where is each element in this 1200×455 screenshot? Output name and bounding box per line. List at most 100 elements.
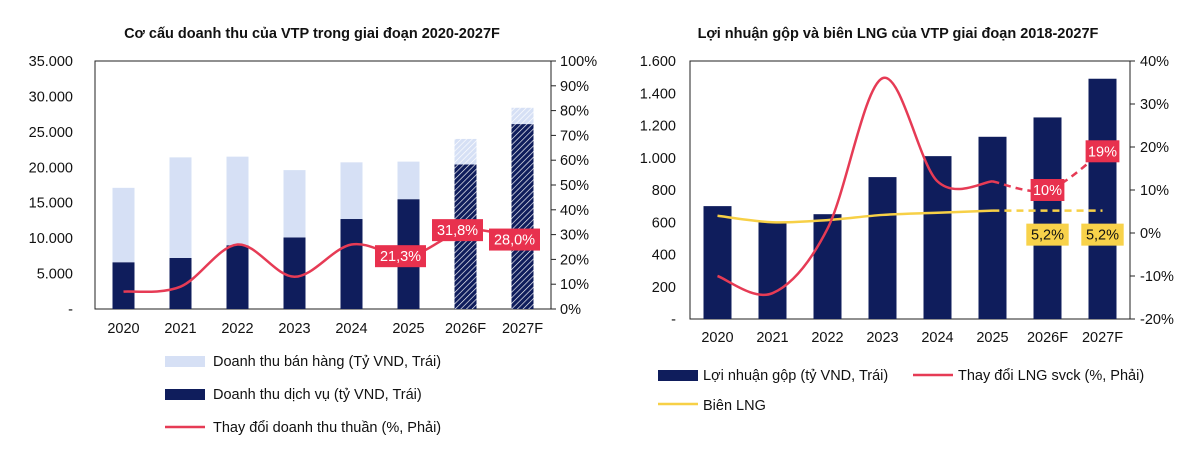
bar-ban-hang-2026F [454, 138, 477, 165]
right-tick-label: 40% [560, 203, 589, 219]
right-tick-label: 30% [560, 228, 589, 244]
data-label-bien-2027F-text: 5,2% [1086, 228, 1119, 244]
bar-loi-nhuan-gop-2022 [813, 214, 842, 319]
right-tick-label: 70% [560, 128, 589, 144]
chart1-right-axis: 0% 10% 20% 30% 40% 50% 60% 70% 80% 90% 100% [551, 54, 597, 318]
legend-label-ban-hang: Doanh thu bán hàng (Tỷ VND, Trái) [213, 354, 441, 370]
x-tick-label: 2022 [221, 321, 253, 337]
chart1-left-axis: - 5.000 10.000 15.000 20.000 25.000 30.000 35.0… [29, 54, 74, 318]
x-tick-label: 2024 [335, 321, 367, 337]
right-tick-label: -20% [1140, 312, 1174, 328]
chart1-legend: Doanh thu bán hàng (Tỷ VND, Trái) Doanh … [165, 354, 441, 436]
left-tick-label: 35.000 [29, 54, 73, 70]
data-label-thay-doi-2027F: 19% [1085, 140, 1120, 163]
chart1-bars [112, 107, 534, 309]
bar-loi-nhuan-gop-2024 [923, 156, 952, 319]
left-tick-label: 1.400 [640, 86, 676, 102]
right-tick-label: 0% [1140, 226, 1161, 242]
data-label-2026F-text: 31,8% [437, 223, 478, 239]
data-label-2026F: 31,8% [432, 219, 483, 242]
right-tick-label: 60% [560, 153, 589, 169]
bar-loi-nhuan-gop-2027F [1088, 78, 1117, 319]
data-label-bien-2026F: 5,2% [1026, 223, 1069, 246]
right-tick-label: 0% [560, 302, 581, 318]
x-tick-label: 2027F [1082, 330, 1123, 346]
chart-revenue-structure: Cơ cấu doanh thu của VTP trong giai đoạn… [29, 26, 598, 436]
data-label-2027F-bg [489, 228, 540, 251]
x-tick-label: 2027F [502, 321, 543, 337]
chart2-right-axis: -20% -10% 0% 10% 20% 30% 40% [1130, 54, 1174, 328]
right-tick-label: 50% [560, 178, 589, 194]
right-tick-label: 90% [560, 79, 589, 95]
left-tick-label: 20.000 [29, 160, 73, 176]
data-label-bien-2026F-text: 5,2% [1031, 228, 1064, 244]
chart2-x-axis: 2020 2021 2022 2023 2024 2025 2026F 2027F [701, 330, 1123, 346]
bar-ban-hang-2024 [340, 162, 363, 220]
left-tick-label: - [671, 312, 676, 328]
bar-dich-vu-2020 [112, 262, 135, 309]
legend-swatch-dich-vu [165, 389, 205, 400]
chart2-title: Lợi nhuận gộp và biên LNG của VTP giai đ… [698, 26, 1099, 42]
data-label-2027F-text: 28,0% [494, 233, 535, 249]
chart1-plot-frame [94, 60, 552, 310]
data-label-thay-doi-2026F: 10% [1030, 179, 1065, 201]
left-tick-label: 10.000 [29, 231, 73, 247]
bar-dich-vu-2023 [283, 237, 306, 309]
bar-ban-hang-2021 [169, 157, 192, 258]
chart2-left-axis: - 200 400 600 800 1.000 1.200 1.400 1.600 [640, 54, 676, 328]
x-tick-label: 2026F [1027, 330, 1068, 346]
legend-label-dich-vu: Doanh thu dịch vụ (tỷ VND, Trái) [213, 387, 422, 403]
legend-swatch-ban-hang [165, 356, 205, 367]
bar-ban-hang-2025 [397, 161, 420, 200]
data-label-bien-2027F-bg [1081, 223, 1124, 246]
chart1-title: Cơ cấu doanh thu của VTP trong giai đoạn… [124, 26, 500, 42]
left-tick-label: 1.600 [640, 54, 676, 70]
x-tick-label: 2020 [107, 321, 139, 337]
data-label-bien-2027F: 5,2% [1081, 223, 1124, 246]
right-tick-label: 10% [1140, 183, 1169, 199]
left-tick-label: 15.000 [29, 196, 73, 212]
x-tick-label: 2025 [392, 321, 424, 337]
left-tick-label: - [68, 302, 73, 318]
x-tick-label: 2022 [811, 330, 843, 346]
left-tick-label: 1.200 [640, 119, 676, 135]
left-tick-label: 30.000 [29, 89, 73, 105]
x-tick-label: 2024 [921, 330, 953, 346]
data-label-2026F-bg [432, 219, 483, 242]
legend-swatch-loi-nhuan-gop [658, 370, 698, 381]
bar-dich-vu-2022 [226, 245, 249, 309]
chart2-bars [703, 78, 1117, 319]
data-label-2025-bg [375, 245, 426, 268]
bar-ban-hang-2022 [226, 156, 249, 246]
left-tick-label: 1.000 [640, 151, 676, 167]
right-tick-label: 80% [560, 104, 589, 120]
x-tick-label: 2026F [445, 321, 486, 337]
right-tick-label: 20% [560, 252, 589, 268]
left-tick-label: 400 [652, 248, 676, 264]
legend-label-loi-nhuan-gop: Lợi nhuận gộp (tỷ VND, Trái) [703, 368, 888, 384]
data-label-bien-2026F-bg [1026, 223, 1069, 246]
data-label-thay-doi-2027F-text: 19% [1088, 144, 1117, 160]
legend-label-thay-doi-lng: Thay đổi LNG svck (%, Phải) [958, 368, 1144, 384]
bar-loi-nhuan-gop-2023 [868, 177, 897, 319]
right-tick-label: 40% [1140, 54, 1169, 70]
bar-loi-nhuan-gop-2026F [1033, 117, 1062, 319]
bar-loi-nhuan-gop-2020 [703, 206, 732, 319]
bar-loi-nhuan-gop-2025 [978, 136, 1007, 319]
left-tick-label: 5.000 [37, 267, 73, 283]
bar-ban-hang-2020 [112, 187, 135, 263]
legend-label-bien-lng: Biên LNG [703, 398, 766, 414]
data-label-thay-doi-2026F-text: 10% [1033, 183, 1062, 199]
chart-gross-profit: Lợi nhuận gộp và biên LNG của VTP giai đ… [640, 26, 1174, 414]
data-label-2027F: 28,0% [489, 228, 540, 251]
x-tick-label: 2021 [756, 330, 788, 346]
bar-ban-hang-2023 [283, 170, 306, 238]
right-tick-label: 10% [560, 277, 589, 293]
chart2-legend: Lợi nhuận gộp (tỷ VND, Trái) Thay đổi LN… [658, 368, 1144, 414]
x-tick-label: 2023 [866, 330, 898, 346]
right-tick-label: 30% [1140, 97, 1169, 113]
left-tick-label: 25.000 [29, 125, 73, 141]
left-tick-label: 200 [652, 280, 676, 296]
right-tick-label: -10% [1140, 269, 1174, 285]
line-bien-lng [717, 209, 993, 224]
